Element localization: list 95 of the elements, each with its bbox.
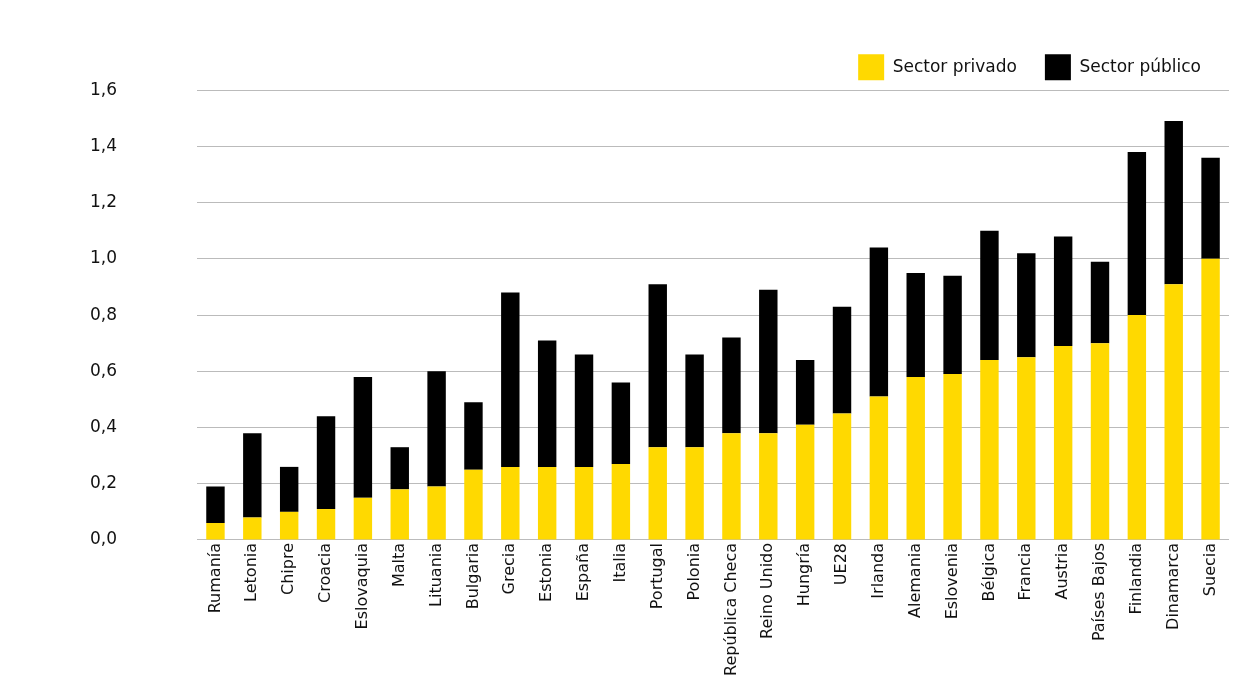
bar	[206, 523, 225, 540]
bar	[795, 424, 815, 540]
bar	[943, 275, 962, 375]
x-tick-label: Rumanía	[204, 542, 224, 614]
y-tick-label: 0,8	[89, 303, 118, 324]
x-tick-label: Alemania	[904, 542, 924, 618]
y-tick-label: 1,2	[89, 191, 118, 212]
y-tick-label: 1,6	[89, 78, 118, 99]
x-tick-label: Polonia	[683, 542, 703, 601]
bar	[279, 466, 299, 512]
x-tick-label: Italia	[610, 542, 630, 583]
x-tick-label: Irlanda	[868, 542, 888, 599]
bar	[980, 230, 999, 361]
x-tick-label: Grecia	[499, 542, 519, 595]
bar	[1017, 357, 1036, 540]
y-tick-label: 1,4	[89, 134, 118, 155]
bar	[537, 466, 557, 540]
bar	[722, 433, 741, 540]
bar	[1090, 343, 1110, 540]
bar	[1127, 315, 1147, 540]
x-tick-label: Chipre	[278, 542, 298, 595]
bar	[1053, 236, 1073, 347]
bar	[759, 433, 778, 540]
bar	[427, 486, 446, 540]
x-tick-label: Croacia	[315, 542, 335, 604]
bar	[1201, 157, 1220, 259]
bar	[648, 447, 667, 540]
x-tick-label: Países Bajos	[1089, 542, 1109, 642]
bar	[1164, 284, 1183, 540]
bar	[611, 464, 631, 540]
y-tick-label: 0,0	[89, 528, 118, 549]
bar	[980, 360, 999, 540]
y-tick-label: 0,6	[89, 359, 118, 380]
x-tick-label: República Checa	[720, 542, 740, 676]
x-tick-label: Letonia	[241, 542, 261, 602]
bar	[464, 402, 483, 470]
bar	[390, 447, 409, 490]
x-tick-label: Hungría	[794, 542, 814, 607]
bar	[464, 469, 483, 540]
x-tick-label: Francia	[1015, 542, 1035, 601]
bar	[1053, 346, 1073, 540]
x-tick-label: Portugal	[646, 542, 666, 610]
y-tick-label: 1,0	[89, 247, 118, 268]
bar	[685, 447, 704, 540]
x-tick-label: Dinamarca	[1162, 542, 1182, 630]
bar	[501, 466, 520, 540]
bar	[316, 416, 336, 510]
bar	[943, 374, 962, 540]
bar	[759, 289, 778, 434]
x-tick-label: Eslovaquia	[352, 542, 372, 630]
bar	[316, 509, 336, 540]
bar	[537, 340, 557, 467]
bar	[574, 354, 594, 467]
x-tick-label: España	[573, 542, 593, 602]
bar	[832, 413, 852, 540]
y-tick-label: 0,4	[89, 415, 118, 436]
y-tick-label: 0,2	[89, 472, 118, 493]
bar	[279, 511, 299, 540]
x-tick-label: Estonia	[536, 542, 556, 602]
x-tick-label: Bélgica	[978, 542, 998, 602]
x-tick-label: Suecia	[1199, 542, 1219, 597]
bar	[206, 486, 225, 524]
bar	[648, 284, 667, 448]
bar	[611, 382, 631, 465]
bar	[722, 337, 741, 434]
x-tick-label: Reino Unido	[757, 542, 777, 639]
bar	[1090, 261, 1110, 344]
bar	[869, 396, 889, 540]
bar	[906, 272, 925, 377]
bar	[1164, 121, 1183, 285]
bar	[574, 466, 594, 540]
bar	[906, 376, 925, 540]
legend-label: Sector privado	[892, 55, 1017, 76]
x-tick-label: Eslovenia	[941, 542, 961, 620]
bar	[1017, 253, 1036, 358]
x-tick-label: UE28	[831, 542, 851, 586]
bar	[869, 247, 889, 397]
x-tick-label: Bulgaria	[462, 542, 482, 610]
bar	[427, 371, 446, 487]
legend-label: Sector público	[1079, 55, 1201, 76]
bar	[795, 360, 815, 425]
x-tick-label: Lituania	[425, 542, 445, 607]
bar	[243, 433, 262, 518]
x-tick-label: Malta	[388, 542, 408, 588]
bar	[353, 376, 373, 498]
x-tick-label: Austria	[1052, 542, 1072, 600]
bar	[1201, 258, 1220, 540]
bar	[685, 354, 704, 448]
bar	[353, 497, 373, 540]
bar	[501, 292, 520, 467]
bar	[390, 489, 409, 540]
bar	[832, 306, 852, 414]
x-tick-label: Finlandia	[1126, 542, 1146, 615]
bar	[243, 517, 262, 540]
bar	[1127, 152, 1147, 316]
